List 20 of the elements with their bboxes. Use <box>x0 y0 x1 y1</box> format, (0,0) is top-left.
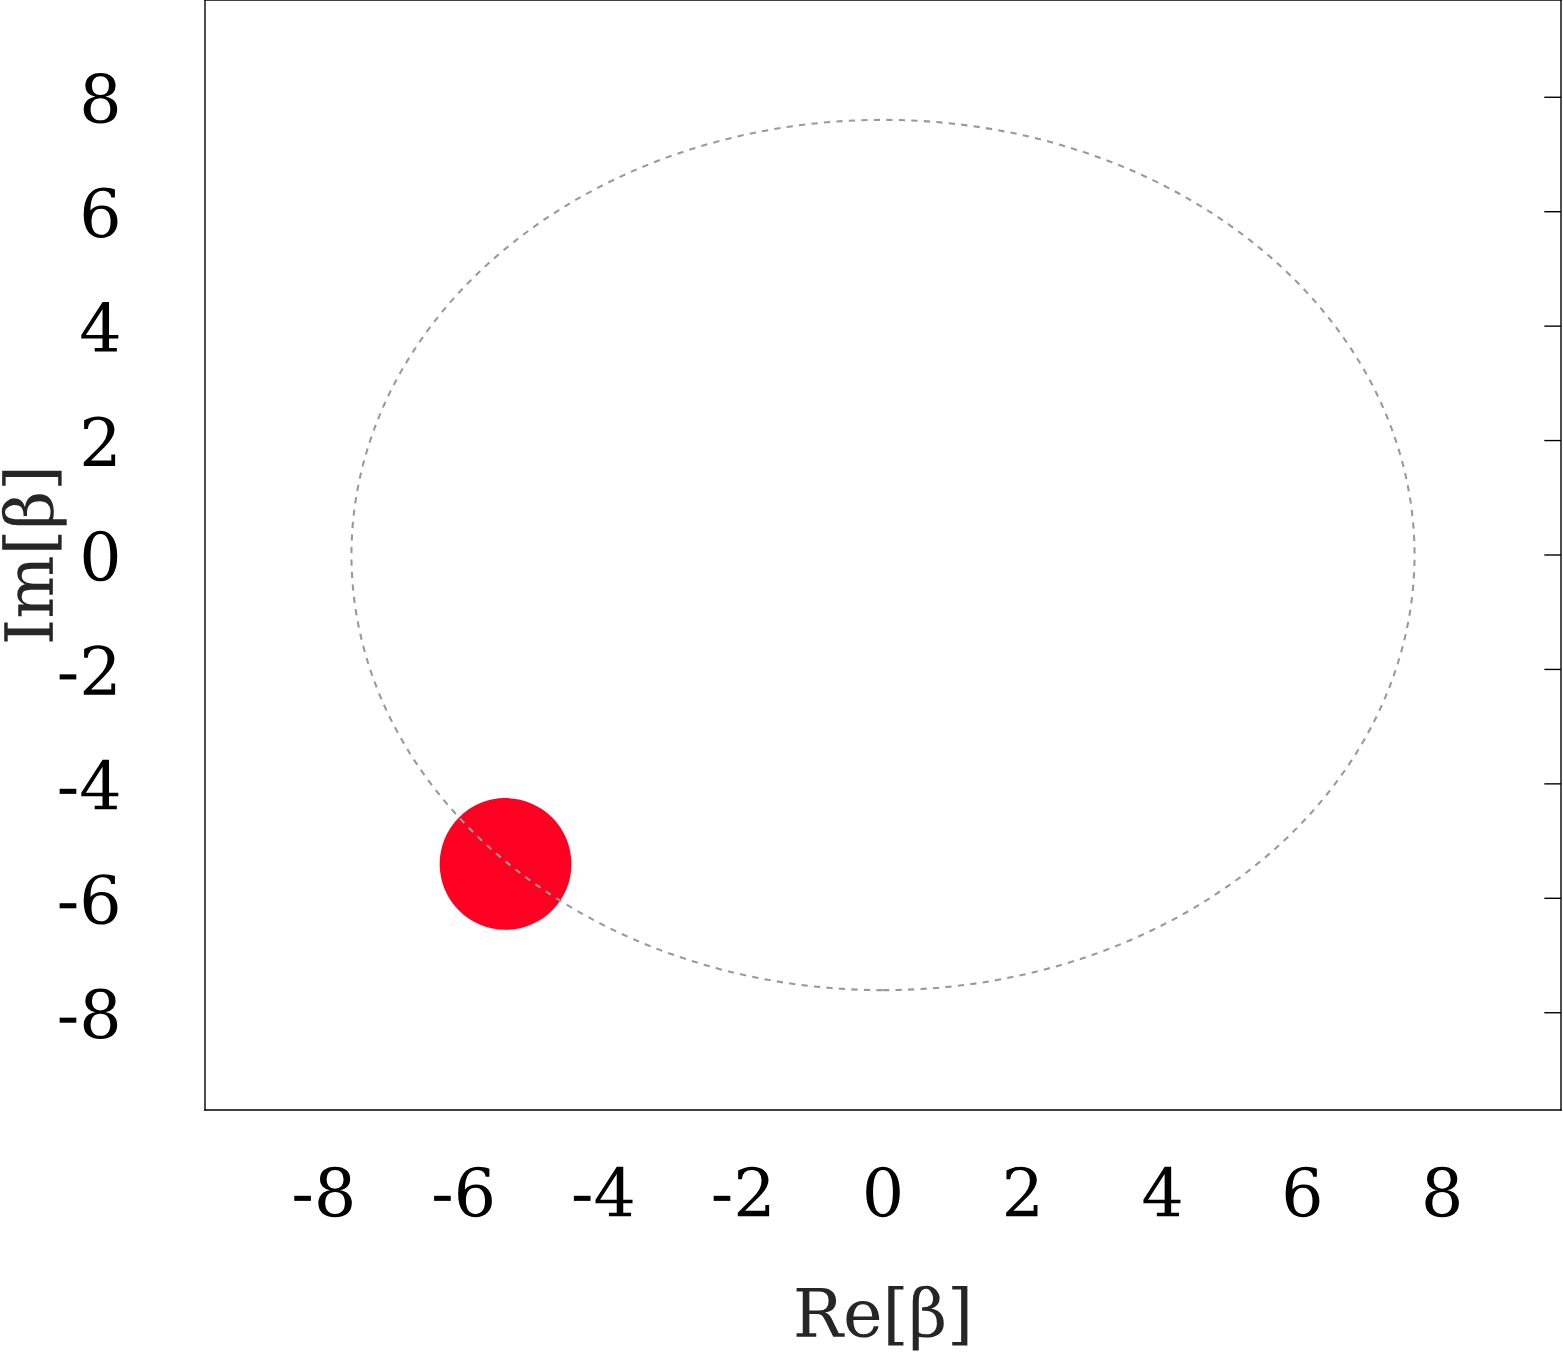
y-tick-label: -8 <box>59 988 118 1040</box>
x-tick-label: 8 <box>1425 1166 1459 1218</box>
y-tick-label: -6 <box>59 874 118 925</box>
y-tick-label: 6 <box>83 187 118 238</box>
y-tick-label: 0 <box>83 530 118 582</box>
x-tick-label: 2 <box>1006 1166 1038 1217</box>
y-tick-label: -2 <box>59 645 116 695</box>
x-tick-label: -4 <box>573 1166 633 1217</box>
x-tick-label: -8 <box>294 1166 352 1218</box>
y-tick-label: 4 <box>81 301 119 352</box>
x-tick-label: -6 <box>434 1166 492 1218</box>
y-tick-label: 8 <box>83 73 118 124</box>
x-axis-title: Re[β] <box>796 1285 968 1351</box>
x-tick-label: 0 <box>866 1166 900 1218</box>
y-axis-title: Im[β] <box>1 470 67 642</box>
x-tick-label: -2 <box>713 1166 770 1217</box>
y-tick-label: 2 <box>83 416 116 466</box>
x-tick-label: 6 <box>1285 1166 1320 1218</box>
y-tick-label: -4 <box>59 759 119 810</box>
x-tick-label: 4 <box>1143 1166 1181 1217</box>
